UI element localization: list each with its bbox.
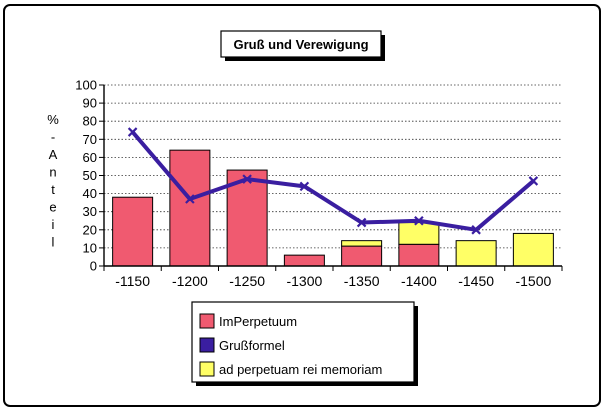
grid	[99, 84, 562, 267]
axes	[103, 85, 563, 271]
bar	[341, 245, 383, 267]
legend-frame	[191, 301, 415, 383]
series-line	[131, 130, 535, 232]
line-point	[242, 174, 252, 184]
bar	[398, 243, 440, 267]
legend-items: ImPerpetuum Grußformel ad perpetuam rei me…	[199, 313, 382, 377]
y-tick-label: 50	[83, 168, 97, 183]
y-axis-label-char: %	[47, 112, 59, 127]
y-tick-label: 70	[83, 132, 97, 147]
legend-swatch	[199, 313, 215, 329]
x-tick-label: -1250	[229, 273, 265, 289]
line-point	[528, 176, 539, 186]
bar	[455, 240, 497, 267]
y-tick-label: 0	[90, 259, 97, 274]
x-tick-label: -1300	[286, 273, 322, 289]
bar	[398, 222, 440, 245]
line-point	[471, 225, 481, 235]
legend-label: ad perpetuam rei memoriam	[219, 362, 382, 377]
title-frame	[220, 30, 382, 58]
y-tick-label: 30	[83, 204, 97, 219]
y-axis-label-char: t	[51, 182, 55, 197]
x-tick-label: -1350	[344, 273, 380, 289]
bar	[341, 240, 383, 247]
line-series	[127, 127, 539, 235]
x-tick-labels: -1150 -1200 -1250 -1300 -1350 -1400 -1450 -1500	[115, 273, 551, 289]
bar	[169, 149, 211, 267]
x-tick-label: -1150	[115, 273, 150, 289]
y-axis-label-char: i	[52, 217, 55, 232]
line-point	[414, 215, 424, 226]
legend-label: ImPerpetuum	[219, 314, 297, 329]
y-axis-label-char: e	[49, 200, 56, 215]
title-box: Gruß und Verewigung	[220, 30, 385, 61]
bar	[512, 232, 554, 267]
y-tick-label: 20	[83, 222, 97, 237]
y-axis-label-char: n	[49, 165, 56, 180]
x-tick-label: -1400	[401, 273, 437, 289]
line-point	[356, 217, 367, 228]
y-tick-label: 80	[83, 114, 97, 129]
y-tick-labels: 0 10 20 30 40 50 60 70 80 90 100	[75, 78, 97, 274]
line-point	[127, 127, 138, 137]
y-tick-label: 40	[83, 186, 97, 201]
y-tick-label: 10	[83, 240, 97, 255]
chart-title: Gruß und Verewigung	[233, 37, 368, 52]
line-point	[299, 181, 310, 192]
legend-swatch	[199, 361, 215, 377]
y-axis-label-char: l	[52, 235, 55, 250]
bar	[283, 254, 325, 267]
x-tick-label: -1450	[458, 273, 494, 289]
bar	[112, 196, 154, 267]
x-tick-label: -1500	[515, 273, 551, 289]
legend-swatch	[199, 337, 215, 353]
bars	[112, 149, 554, 267]
legend-label: Grußformel	[219, 338, 285, 353]
line-point	[185, 194, 195, 204]
legend: ImPerpetuum Grußformel ad perpetuam rei me…	[191, 301, 418, 386]
y-axis-label-char: -	[51, 130, 55, 145]
y-tick-label: 100	[75, 78, 97, 93]
y-tick-label: 60	[83, 150, 97, 165]
y-tick-label: 90	[83, 96, 97, 111]
x-tick-label: -1200	[172, 273, 208, 289]
y-axis-label-char: A	[49, 147, 58, 162]
